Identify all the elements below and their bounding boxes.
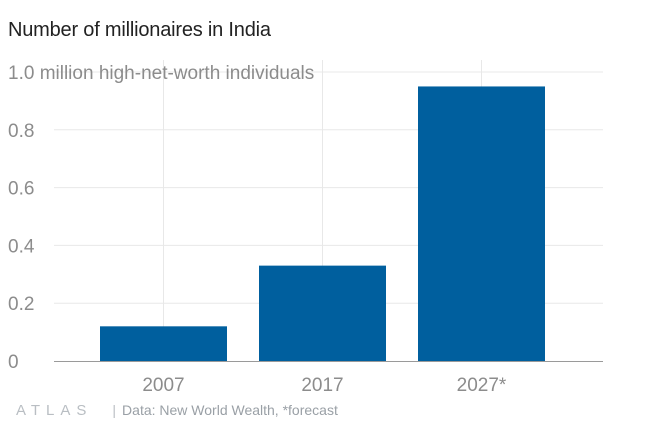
y-tick-label: 0.2 bbox=[8, 294, 34, 315]
y-tick-label: 0 bbox=[8, 352, 19, 373]
source-note: Data: New World Wealth, *forecast bbox=[122, 402, 338, 418]
bar-2017 bbox=[259, 265, 386, 361]
x-tick-labels: 2007 2017 2027* bbox=[142, 375, 507, 396]
y-tick-label: 0.8 bbox=[8, 121, 34, 142]
bar-chart: 0 0.2 0.4 0.6 0.8 1.0 million high-net-worth … bbox=[8, 60, 603, 396]
footer: ATLAS | Data: New World Wealth, *forecas… bbox=[16, 400, 338, 420]
x-tick-label: 2027* bbox=[457, 375, 507, 396]
bar-2007 bbox=[100, 326, 227, 361]
bar-2027 bbox=[418, 86, 545, 361]
footer-separator: | bbox=[112, 402, 117, 418]
y-tick-labels: 0 0.2 0.4 0.6 0.8 1.0 million high-net-worth … bbox=[8, 63, 314, 373]
y-tick-label: 1.0 million high-net-worth individuals bbox=[8, 63, 314, 84]
atlas-logo: ATLAS bbox=[16, 401, 93, 419]
y-tick-label: 0.4 bbox=[8, 236, 35, 257]
y-tick-label: 0.6 bbox=[8, 179, 34, 200]
x-tick-label: 2007 bbox=[142, 375, 184, 396]
chart-title: Number of millionaires in India bbox=[8, 19, 271, 41]
bars bbox=[100, 86, 545, 361]
x-tick-label: 2017 bbox=[301, 375, 343, 396]
